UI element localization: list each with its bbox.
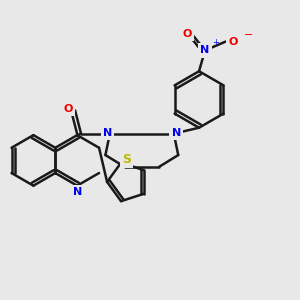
Text: −: − [244, 30, 253, 40]
Text: N: N [200, 45, 210, 56]
Text: S: S [122, 153, 131, 166]
Text: O: O [64, 104, 73, 114]
Text: N: N [73, 187, 83, 197]
Text: O: O [182, 29, 192, 39]
Text: +: + [212, 38, 219, 47]
Text: N: N [172, 128, 181, 138]
Text: N: N [103, 128, 112, 138]
Text: O: O [229, 37, 238, 46]
